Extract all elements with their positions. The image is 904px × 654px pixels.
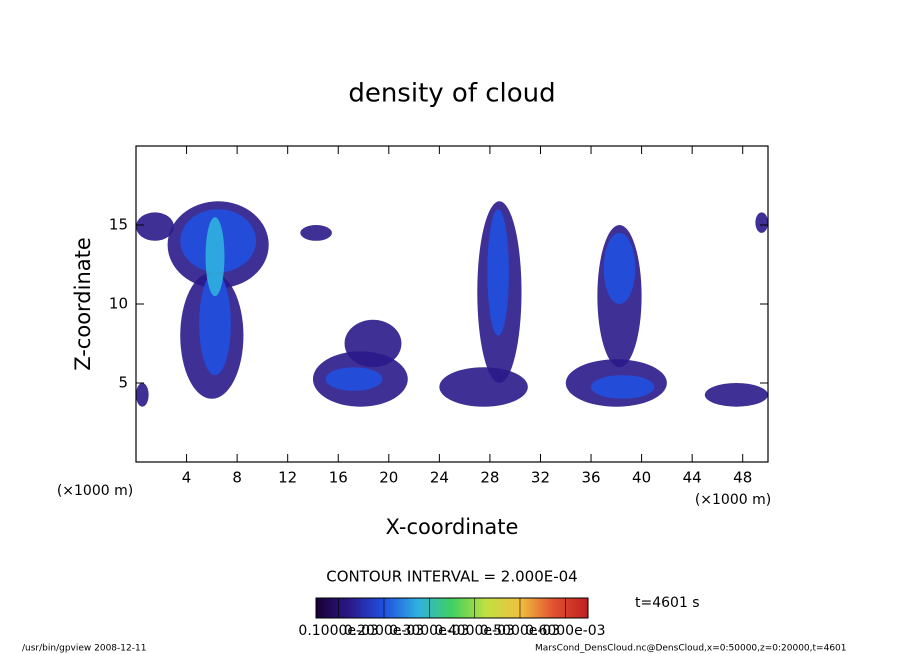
colorbar-tick-label: 0.5000e-03 bbox=[480, 623, 560, 639]
chart-title: density of cloud bbox=[348, 79, 555, 109]
cloud-region bbox=[755, 212, 768, 233]
x-tick-label: 32 bbox=[531, 469, 550, 487]
cloud-region bbox=[487, 209, 509, 336]
cloud-region bbox=[439, 367, 528, 407]
x-tick-label: 44 bbox=[683, 469, 702, 487]
x-tick-label: 24 bbox=[430, 469, 449, 487]
colorbar bbox=[315, 597, 589, 619]
x-unit: (×1000 m) bbox=[695, 492, 771, 508]
cloud-region bbox=[591, 375, 655, 399]
x-tick-label: 40 bbox=[632, 469, 651, 487]
x-tick-label: 4 bbox=[182, 469, 192, 487]
colorbar-tick-label: 0.1000e-03 bbox=[298, 623, 378, 639]
x-axis-label: X-coordinate bbox=[386, 515, 519, 539]
cloud-region bbox=[344, 319, 402, 368]
footer-left: /usr/bin/gpview 2008-12-11 bbox=[22, 644, 146, 654]
colorbar-tick-label: 0.6000e-03 bbox=[525, 623, 605, 639]
x-tick-label: 48 bbox=[733, 469, 752, 487]
cloud-region bbox=[136, 383, 149, 407]
cloud-region bbox=[300, 225, 332, 241]
y-axis-label: Z-coordinate bbox=[71, 237, 95, 371]
x-tick-label: 36 bbox=[581, 469, 600, 487]
y-tick-label: 5 bbox=[118, 374, 128, 392]
cloud-region bbox=[603, 232, 636, 304]
cloud-region bbox=[199, 272, 231, 376]
contour-note: CONTOUR INTERVAL = 2.000E-04 bbox=[326, 568, 577, 586]
cloud-region bbox=[136, 212, 174, 241]
cloud-region bbox=[205, 217, 225, 297]
x-tick-label: 16 bbox=[329, 469, 348, 487]
cloud-region bbox=[325, 367, 383, 391]
colorbar-tick-label: 0.2000e-03 bbox=[344, 623, 424, 639]
x-unit-left: (×1000 m) bbox=[57, 483, 133, 499]
footer-right: MarsCond_DensCloud.nc@DensCloud,x=0:5000… bbox=[535, 644, 847, 654]
time-label: t=4601 s bbox=[635, 595, 700, 611]
x-tick-label: 28 bbox=[480, 469, 499, 487]
x-tick-label: 20 bbox=[379, 469, 398, 487]
x-tick-label: 12 bbox=[278, 469, 297, 487]
colorbar-tick-label: 0.4000e-03 bbox=[434, 623, 514, 639]
colorbar-tick-label: 0.3000e-03 bbox=[389, 623, 469, 639]
y-tick-label: 15 bbox=[109, 216, 128, 234]
cloud-region bbox=[704, 383, 768, 407]
x-tick-label: 8 bbox=[232, 469, 242, 487]
y-tick-label: 10 bbox=[109, 295, 128, 313]
